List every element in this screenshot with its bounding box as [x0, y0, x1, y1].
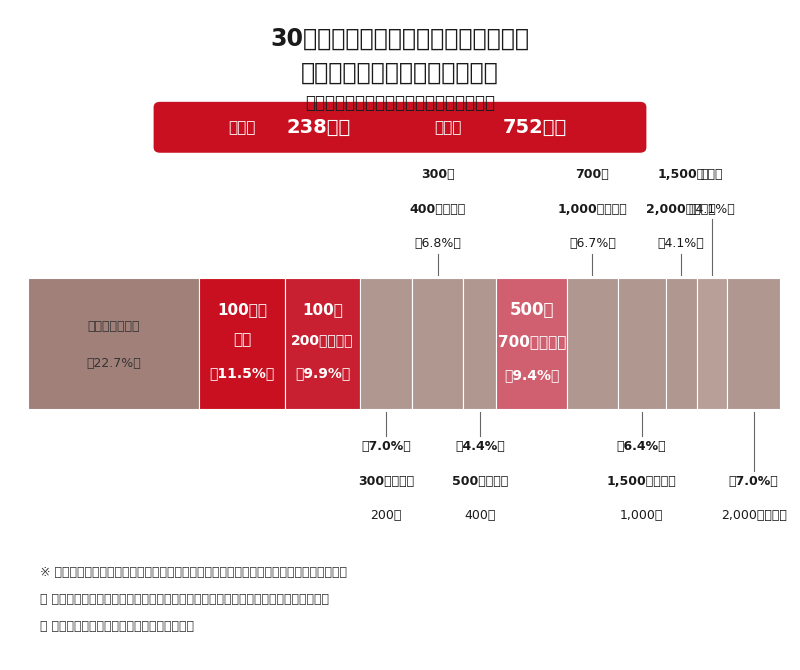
Text: （9.4%）: （9.4%）: [504, 369, 559, 383]
Text: 貯金の合計残高」の「うち運用または将来の備え」がゼロの世帯をそれぞれ「金融: 貯金の合計残高」の「うち運用または将来の備え」がゼロの世帯をそれぞれ「金融: [40, 593, 329, 606]
Bar: [285, 278, 360, 409]
Text: （6.8%）: （6.8%）: [414, 237, 462, 251]
Text: 中央値: 中央値: [228, 120, 255, 135]
Text: （4.1%）: （4.1%）: [658, 237, 705, 251]
Bar: [497, 278, 567, 409]
Text: 1,500〜: 1,500〜: [658, 168, 705, 181]
Text: 1,000万円未満: 1,000万円未満: [558, 202, 627, 216]
Bar: [28, 278, 198, 409]
Bar: [666, 278, 697, 409]
Bar: [463, 278, 497, 409]
Bar: [198, 278, 285, 409]
Text: 200〜: 200〜: [370, 509, 402, 523]
Text: 700〜: 700〜: [575, 168, 610, 181]
Text: （4.1%）: （4.1%）: [689, 202, 735, 216]
Text: 資産を保有していない世帯」としている。: 資産を保有していない世帯」としている。: [40, 620, 194, 632]
Text: 200万円未満: 200万円未満: [291, 333, 354, 347]
Text: 400万円未満: 400万円未満: [410, 202, 466, 216]
Text: 1,000〜: 1,000〜: [620, 509, 663, 523]
Text: 2,000万円以上: 2,000万円以上: [721, 509, 786, 523]
Text: 未満: 未満: [233, 332, 251, 348]
Text: （7.0%）: （7.0%）: [361, 440, 411, 453]
Text: 平均値: 平均値: [434, 120, 462, 135]
Text: （22.7%）: （22.7%）: [86, 357, 141, 370]
Bar: [697, 278, 727, 409]
Text: 238万円: 238万円: [286, 118, 350, 137]
Text: 中央値・平均値と保有額別割合: 中央値・平均値と保有額別割合: [301, 60, 499, 84]
Text: （6.4%）: （6.4%）: [617, 440, 666, 453]
Text: 100万円: 100万円: [217, 302, 267, 318]
Text: （金融資産を保有していない世帯を含む）: （金融資産を保有していない世帯を含む）: [305, 94, 495, 112]
Text: （4.4%）: （4.4%）: [455, 440, 505, 453]
Text: 無回答: 無回答: [701, 168, 723, 181]
Text: （6.7%）: （6.7%）: [569, 237, 616, 251]
Text: 1,500万円未満: 1,500万円未満: [606, 474, 677, 488]
Bar: [567, 278, 618, 409]
Text: 金融資産非保有: 金融資産非保有: [87, 320, 140, 333]
Bar: [727, 278, 780, 409]
Text: 500〜: 500〜: [510, 301, 554, 319]
Text: ※ 預貯金含め「いずれも保有していない」を選択した世帯と、預貯金のみを保有し、「預: ※ 預貯金含め「いずれも保有していない」を選択した世帯と、預貯金のみを保有し、「…: [40, 566, 347, 579]
Text: 500万円未満: 500万円未満: [452, 474, 508, 488]
Text: 700万円未満: 700万円未満: [498, 334, 566, 349]
Text: （9.9%）: （9.9%）: [294, 366, 350, 381]
Text: 752万円: 752万円: [502, 118, 566, 137]
Bar: [412, 278, 463, 409]
Text: 300万円未満: 300万円未満: [358, 474, 414, 488]
Bar: [618, 278, 666, 409]
Text: （7.0%）: （7.0%）: [729, 474, 778, 488]
FancyBboxPatch shape: [154, 102, 646, 153]
Text: 400〜: 400〜: [464, 509, 496, 523]
Text: 100〜: 100〜: [302, 302, 343, 318]
Text: （11.5%）: （11.5%）: [210, 366, 274, 381]
Text: 30代２人以上世帯の金融資産保有額の: 30代２人以上世帯の金融資産保有額の: [270, 27, 530, 51]
Text: 300〜: 300〜: [421, 168, 454, 181]
Bar: [360, 278, 412, 409]
Text: 2,000万円未満: 2,000万円未満: [646, 202, 716, 216]
